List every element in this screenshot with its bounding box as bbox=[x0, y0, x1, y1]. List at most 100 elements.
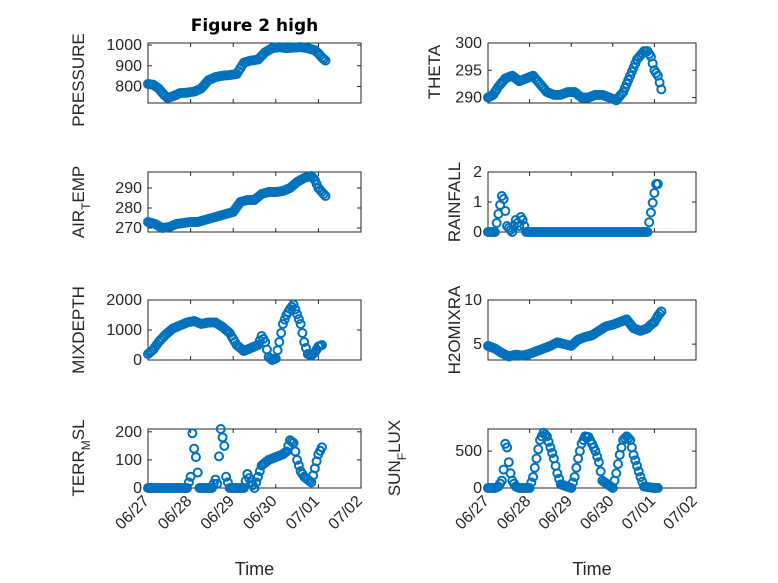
data-point bbox=[645, 207, 656, 218]
data-point bbox=[297, 328, 308, 338]
y-tick-label: 1000 bbox=[106, 37, 142, 54]
y-axis-label-main: AIR bbox=[69, 210, 88, 238]
data-point bbox=[642, 227, 653, 237]
data-point bbox=[571, 462, 582, 473]
y-tick-label: 0 bbox=[473, 480, 482, 497]
data-point bbox=[524, 483, 535, 493]
data-point bbox=[592, 451, 603, 462]
data-point bbox=[619, 433, 630, 444]
y-axis-label: TERRMSL bbox=[69, 419, 93, 496]
x-tick-label: 06/27 bbox=[112, 493, 152, 533]
y-axis-label-sub: F bbox=[395, 453, 409, 460]
x-tick-label: 07/02 bbox=[325, 493, 365, 533]
data-point bbox=[489, 227, 500, 237]
data-point bbox=[212, 478, 223, 489]
data-point bbox=[214, 451, 224, 462]
y-axis-label: RAINFALL bbox=[445, 162, 464, 242]
data-point bbox=[183, 477, 194, 488]
data-point bbox=[192, 467, 203, 478]
subplot-theta: 290 295 300 THETA bbox=[425, 35, 697, 107]
y-tick-label: 270 bbox=[115, 220, 142, 237]
y-axis-label: SUNFLUX bbox=[385, 420, 409, 496]
data-point bbox=[633, 466, 644, 477]
data-points bbox=[483, 306, 667, 362]
data-point bbox=[318, 189, 329, 199]
y-tick-label: 200 bbox=[115, 424, 142, 441]
data-point bbox=[595, 466, 606, 477]
data-point bbox=[219, 440, 230, 451]
data-point bbox=[533, 444, 544, 455]
subplot-air-temp: 270 280 290 AIRTEMP bbox=[69, 166, 362, 238]
x-tick-label: 06/29 bbox=[536, 493, 576, 533]
subplot-rainfall: 0 1 2 RAINFALL bbox=[445, 162, 697, 242]
y-tick-label: 1000 bbox=[106, 322, 142, 339]
data-point bbox=[286, 436, 297, 447]
y-tick-label: 0 bbox=[473, 224, 482, 241]
data-point bbox=[569, 471, 580, 482]
data-point bbox=[249, 483, 260, 493]
data-points bbox=[143, 424, 327, 493]
y-tick-label: 800 bbox=[115, 78, 142, 95]
data-point bbox=[623, 433, 634, 444]
data-point bbox=[498, 194, 509, 204]
data-point bbox=[541, 431, 552, 442]
data-point bbox=[316, 340, 327, 350]
subplot-mixdepth: 0 1000 2000 MIXDEPTH bbox=[69, 286, 362, 374]
data-point bbox=[654, 308, 665, 319]
data-points bbox=[143, 42, 331, 103]
y-tick-label: 500 bbox=[455, 443, 482, 460]
data-point bbox=[253, 471, 264, 482]
data-points bbox=[143, 299, 327, 365]
y-axis-label-tail: LUX bbox=[385, 420, 404, 453]
data-point bbox=[649, 188, 660, 198]
data-point bbox=[290, 304, 301, 315]
y-axis-label-main: SUN bbox=[385, 460, 404, 496]
data-point bbox=[190, 452, 201, 463]
data-point bbox=[277, 319, 288, 329]
data-point bbox=[644, 217, 655, 228]
y-axis-label: PRESSURE bbox=[69, 33, 88, 127]
data-point bbox=[187, 428, 198, 439]
y-axis-label: MIXDEPTH bbox=[69, 286, 88, 374]
data-point bbox=[293, 314, 304, 325]
x-tick-label: 07/01 bbox=[283, 493, 323, 533]
x-tick-label: 06/28 bbox=[494, 493, 534, 533]
data-point bbox=[656, 84, 667, 95]
y-axis-label-tail: SL bbox=[69, 419, 88, 440]
data-point bbox=[320, 55, 331, 66]
y-axis-label-sub: T bbox=[79, 202, 93, 210]
data-point bbox=[628, 449, 639, 460]
data-point bbox=[647, 197, 658, 208]
data-points bbox=[483, 427, 663, 493]
data-point bbox=[299, 337, 310, 347]
y-tick-label: 290 bbox=[115, 180, 142, 197]
y-tick-label: 900 bbox=[115, 58, 142, 75]
subplot-sun-flux: 0 500 06/27 06/28 06/29 06/30 07/01 07/02 Time SU… bbox=[385, 420, 701, 579]
x-tick-label: 06/30 bbox=[240, 493, 280, 533]
data-point bbox=[276, 328, 287, 338]
data-point bbox=[630, 455, 641, 466]
x-tick-label: 07/02 bbox=[660, 493, 700, 533]
x-tick-label: 06/30 bbox=[577, 493, 617, 533]
x-axis-label: Time bbox=[235, 559, 274, 579]
data-point bbox=[526, 477, 537, 488]
y-tick-label: 5 bbox=[473, 336, 482, 353]
chart-title: Figure 2 high bbox=[191, 16, 319, 36]
data-point bbox=[543, 436, 554, 447]
y-axis-label: THETA bbox=[425, 44, 444, 99]
data-point bbox=[545, 442, 556, 453]
data-point bbox=[182, 483, 193, 493]
data-point bbox=[652, 483, 663, 493]
data-point bbox=[316, 442, 327, 453]
data-point bbox=[320, 191, 331, 201]
data-points bbox=[483, 179, 663, 237]
y-tick-label: 0 bbox=[133, 352, 142, 369]
data-points bbox=[483, 46, 667, 106]
data-point bbox=[552, 468, 563, 479]
x-tick-label: 06/28 bbox=[155, 493, 195, 533]
data-point bbox=[292, 454, 303, 465]
y-tick-label: 295 bbox=[455, 62, 482, 79]
data-point bbox=[491, 218, 502, 228]
